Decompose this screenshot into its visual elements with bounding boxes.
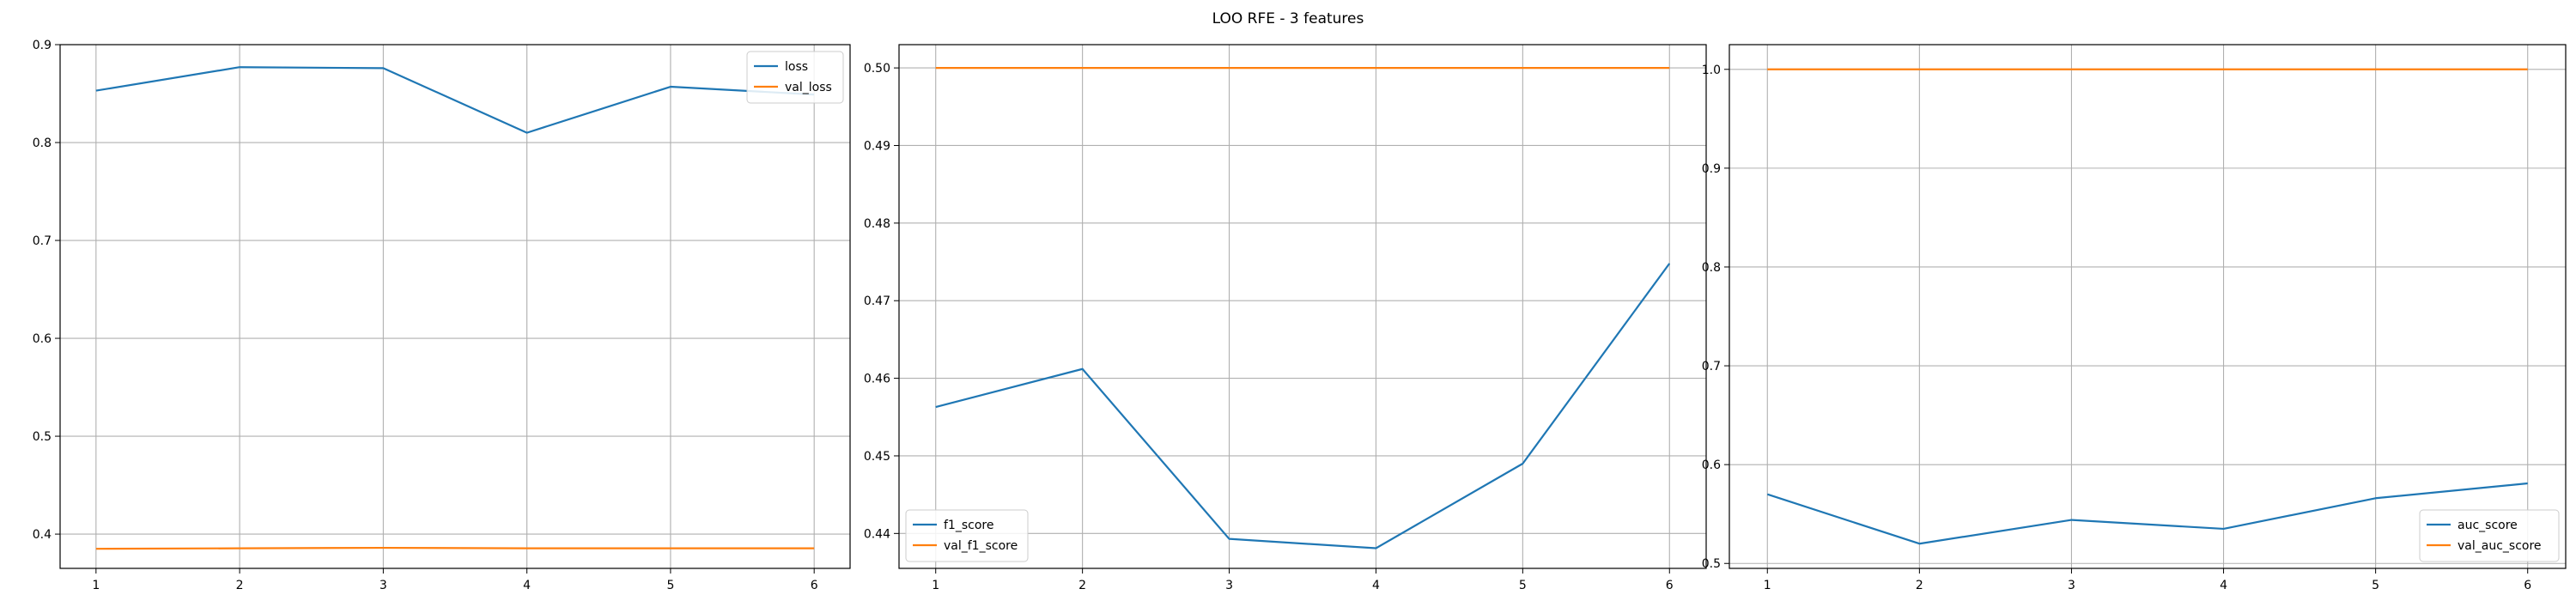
figure-title: LOO RFE - 3 features bbox=[1212, 10, 1364, 27]
series-line-auc-score bbox=[1766, 482, 2528, 545]
y-tick-label: 0.7 bbox=[33, 234, 52, 248]
legend-label: val_auc_score bbox=[2458, 539, 2542, 553]
x-tick-label: 6 bbox=[811, 579, 818, 592]
x-tick-label: 3 bbox=[1225, 579, 1233, 592]
axes-frame bbox=[898, 44, 1707, 569]
y-tick-label: 0.5 bbox=[33, 430, 52, 444]
y-tick-label: 0.5 bbox=[1702, 557, 1721, 571]
x-tick-label: 3 bbox=[380, 579, 387, 592]
x-tick-label: 2 bbox=[1078, 579, 1086, 592]
legend: auc_score val_auc_score bbox=[2419, 509, 2560, 562]
legend-box bbox=[746, 51, 844, 104]
legend: f1_score val_f1_score bbox=[905, 509, 1029, 562]
subplot-1: 1 2 3 4 5 6 0.4 0.5 0.6 0.7 0.8 0.9 loss val_loss bbox=[33, 39, 851, 592]
x-tick-label: 3 bbox=[2068, 579, 2075, 592]
x-tick-label: 1 bbox=[92, 579, 100, 592]
legend: loss val_loss bbox=[746, 51, 844, 104]
y-tick-label: 0.6 bbox=[1702, 458, 1721, 472]
x-tick-label: 5 bbox=[2372, 579, 2379, 592]
y-tick-label: 0.45 bbox=[864, 450, 890, 464]
legend-box bbox=[2419, 509, 2560, 562]
y-tick-label: 0.8 bbox=[33, 137, 52, 150]
legend-box bbox=[905, 509, 1029, 562]
legend-label: f1_score bbox=[944, 519, 993, 532]
subplot-3: 1 2 3 4 5 6 0.5 0.6 0.7 0.8 0.9 1.0 auc_score val_auc… bbox=[1702, 44, 2567, 592]
y-tick-label: 0.4 bbox=[33, 528, 52, 542]
y-tick-label: 0.44 bbox=[864, 527, 890, 541]
series-line-val-loss bbox=[95, 546, 815, 550]
legend-label: val_f1_score bbox=[944, 539, 1018, 553]
y-tick-label: 0.9 bbox=[33, 39, 52, 52]
y-tick-label: 0.9 bbox=[1702, 162, 1721, 176]
legend-label: auc_score bbox=[2458, 519, 2518, 532]
subplot-2: 1 2 3 4 5 6 0.44 0.45 0.46 0.47 0.48 0.49 0.50 f1_sco… bbox=[864, 44, 1707, 592]
y-tick-label: 0.50 bbox=[864, 62, 890, 76]
y-tick-label: 0.48 bbox=[864, 217, 890, 231]
y-tick-label: 0.47 bbox=[864, 294, 890, 308]
y-tick-label: 0.8 bbox=[1702, 261, 1721, 275]
x-tick-label: 4 bbox=[1372, 579, 1380, 592]
y-tick-label: 0.6 bbox=[33, 332, 52, 346]
x-tick-label: 1 bbox=[932, 579, 939, 592]
x-tick-label: 6 bbox=[2524, 579, 2531, 592]
x-tick-label: 5 bbox=[666, 579, 674, 592]
series-line-loss bbox=[95, 66, 815, 134]
y-tick-label: 0.46 bbox=[864, 373, 890, 386]
x-tick-label: 2 bbox=[1916, 579, 1923, 592]
legend-label: val_loss bbox=[785, 81, 832, 94]
legend-label: loss bbox=[785, 60, 808, 74]
y-tick-label: 0.7 bbox=[1702, 360, 1721, 373]
x-tick-label: 4 bbox=[2220, 579, 2227, 592]
subplots: 1 2 3 4 5 6 0.4 0.5 0.6 0.7 0.8 0.9 loss val_loss 1 2 3 4… bbox=[33, 39, 2567, 592]
axes-frame bbox=[1728, 44, 2567, 569]
y-tick-label: 0.49 bbox=[864, 139, 890, 153]
x-tick-label: 4 bbox=[523, 579, 531, 592]
series-line-f1-score bbox=[935, 263, 1671, 549]
axes-frame bbox=[59, 44, 851, 569]
x-tick-label: 6 bbox=[1666, 579, 1674, 592]
x-tick-label: 1 bbox=[1764, 579, 1771, 592]
x-tick-label: 2 bbox=[236, 579, 244, 592]
y-tick-label: 1.0 bbox=[1702, 64, 1721, 77]
x-tick-label: 5 bbox=[1519, 579, 1527, 592]
